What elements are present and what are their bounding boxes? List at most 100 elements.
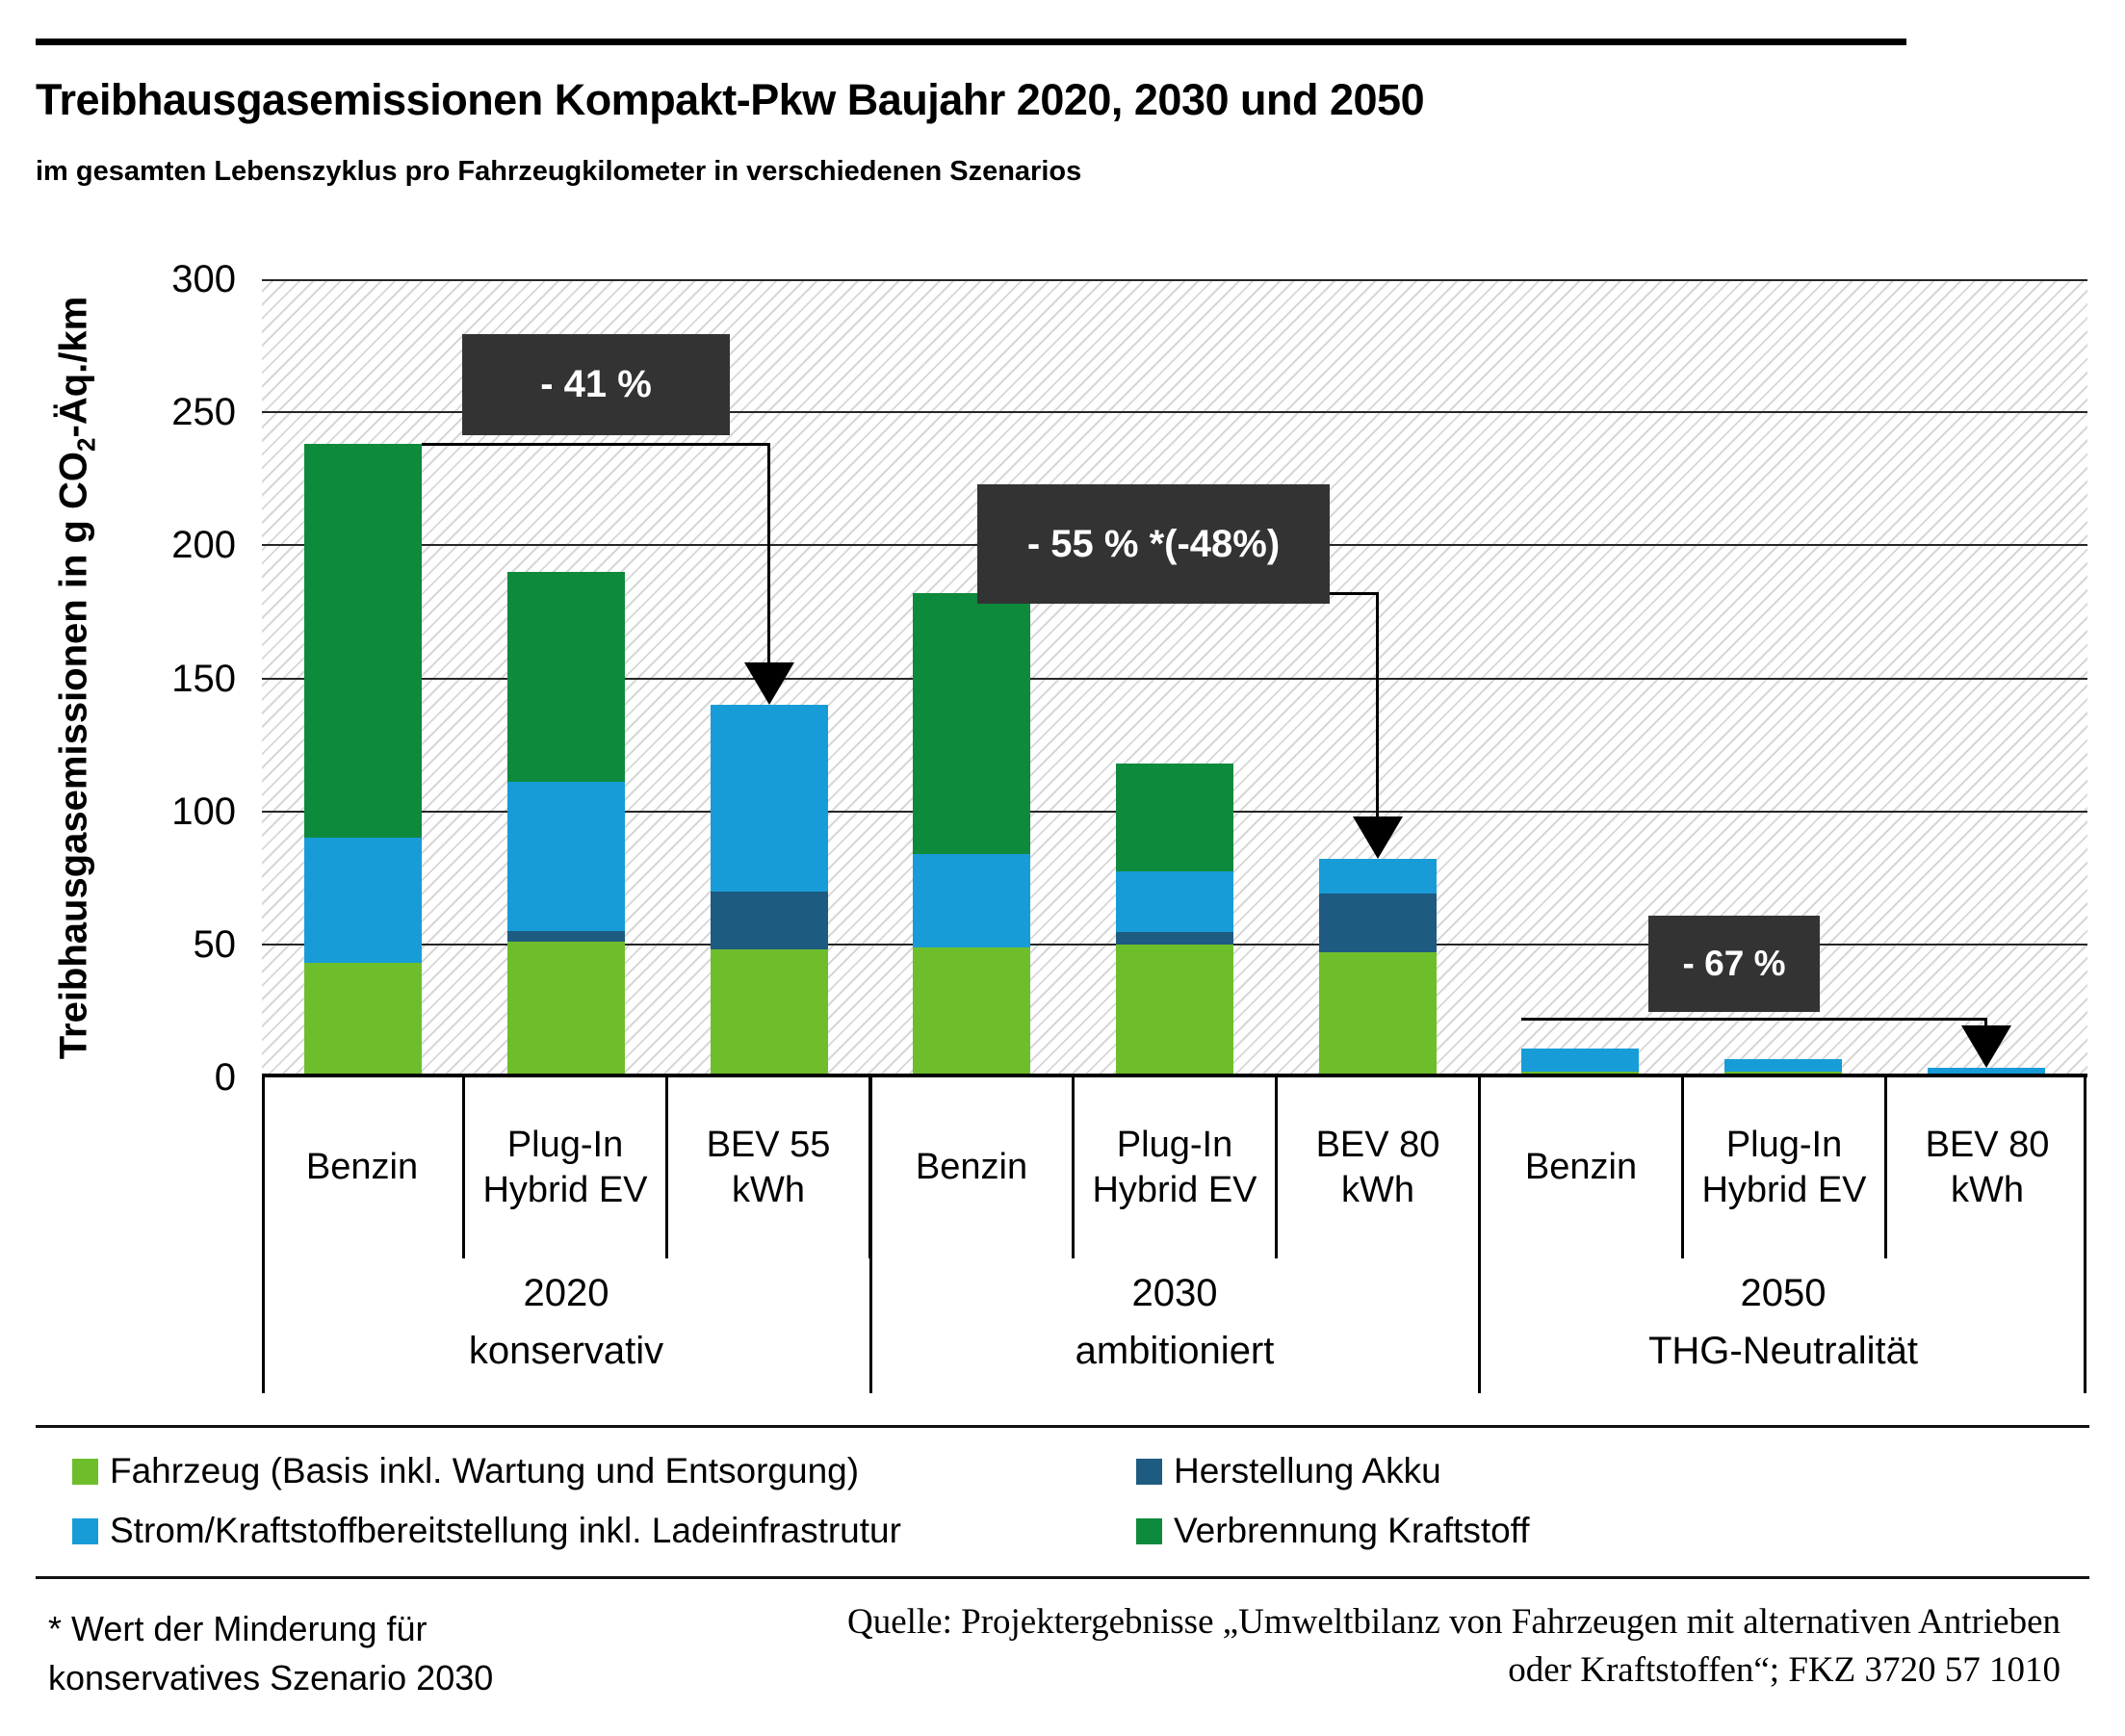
bar-segment-verbrennung [304,444,423,839]
annotation-box: - 55 % *(-48%) [977,484,1330,604]
category-label: BEV 80 kWh [1925,1124,2050,1211]
page-subtitle: im gesamten Lebenszyklus pro Fahrzeugkil… [36,156,1082,187]
arrow-down-icon [1352,816,1403,860]
legend-item: Verbrennung Kraftstoff [1136,1511,2089,1551]
source-line-2: oder Kraftstoffen“; FKZ 3720 57 1010 [1508,1649,2060,1690]
bar-segment-herstellung [710,891,828,950]
y-axis-title: Treibhausgasemissionen in g CO2-Äq./km [53,297,102,1059]
category-label-cell: Benzin [262,1077,465,1258]
bar-segment-stromkraftstoffbereitstellung [507,782,625,932]
group-axis-row: 2020 konservativ 2030 ambitioniert 2050 THG-N… [262,1258,2087,1393]
category-label: Plug-In Hybrid EV [482,1124,648,1211]
group-label-cell: 2020 konservativ [262,1258,870,1393]
annotation-connector-line [767,442,771,665]
legend-label: Strom/Kraftstoffbereitstellung inkl. Lad… [110,1511,901,1550]
bar-segment-fahrzeug [913,946,1031,1077]
bar-segment-stromkraftstoffbereitstellung [710,705,828,892]
group-scenario-label: konservativ [468,1330,664,1372]
stacked-bar [710,279,828,1077]
legend-item: Strom/Kraftstoffbereitstellung inkl. Lad… [72,1511,1136,1551]
group-boundary-line [868,1077,872,1393]
annotation-connector-line [1984,1017,1988,1028]
footnote: * Wert der Minderung für konservatives S… [48,1604,493,1702]
footnote-line-1: * Wert der Minderung für [48,1609,428,1648]
y-tick-label: 0 [214,1056,236,1099]
group-year-label: 2050 [1740,1272,1827,1314]
group-boundary-line [1477,1077,1481,1393]
y-axis-title-prefix: Treibhausgasemissionen in g CO [52,451,95,1060]
bar-segment-fahrzeug [1318,952,1437,1077]
category-label-cell: BEV 80 kWh [1887,1077,2087,1258]
group-boundary-line [262,1077,265,1393]
legend-item: Fahrzeug (Basis inkl. Wartung und Entsor… [72,1451,1136,1491]
stacked-bar [507,279,625,1077]
stacked-bar [304,279,423,1077]
y-tick-label: 100 [171,790,236,833]
group-scenario-label: ambitioniert [1075,1330,1275,1372]
bar-segment-verbrennung [913,593,1031,854]
category-label-cell: Plug-In Hybrid EV [1075,1077,1278,1258]
category-label-cell: Plug-In Hybrid EV [1684,1077,1887,1258]
y-axis-title-sub: 2 [71,437,101,452]
annotation-connector-line [1376,591,1380,819]
arrow-down-icon [1960,1025,2011,1069]
legend-swatch [72,1517,98,1544]
category-label: Benzin [915,1147,1028,1188]
top-rule [36,39,1906,45]
stacked-bar [1927,279,2045,1077]
source-line-1: Quelle: Projektergebnisse „Umweltbilanz … [846,1602,2060,1642]
bar-segment-stromkraftstoffbereitstellung [1724,1058,1842,1073]
y-tick-label: 250 [171,391,236,434]
bar-segment-fahrzeug [710,949,828,1077]
bar-segment-herstellung [1116,932,1233,945]
stacked-bar [1521,279,1640,1077]
bar-segment-fahrzeug [507,942,625,1077]
category-axis-row: Benzin Plug-In Hybrid EV BEV 55 kWh Benzin Plu… [262,1077,2087,1258]
annotation-connector-line [422,442,771,446]
category-label: BEV 80 kWh [1315,1124,1440,1211]
legend-item: Herstellung Akku [1136,1451,2089,1491]
category-label-cell: Plug-In Hybrid EV [465,1077,668,1258]
legend-top-divider [36,1425,2089,1428]
group-label-cell: 2050 THG-Neutralität [1479,1258,2087,1393]
category-label: Plug-In Hybrid EV [1701,1124,1867,1211]
plot-area [262,279,2087,1077]
y-axis-title-suffix: -Äq./km [52,296,95,438]
bar-segment-stromkraftstoffbereitstellung [1318,859,1437,894]
y-tick-label: 200 [171,524,236,567]
legend: Fahrzeug (Basis inkl. Wartung und Entsor… [72,1441,2089,1568]
category-label-cell: BEV 80 kWh [1278,1077,1481,1258]
bar-segment-fahrzeug [304,963,423,1077]
category-label-cell: Benzin [871,1077,1075,1258]
stacked-bar [913,279,1031,1077]
legend-swatch [1136,1517,1162,1544]
stacked-bar [1116,279,1233,1077]
footnote-line-2: konservatives Szenario 2030 [48,1658,494,1698]
legend-swatch [72,1458,98,1485]
bar-segment-herstellung [507,931,625,943]
annotation-box: - 41 % [462,334,730,435]
bar-segment-stromkraftstoffbereitstellung [1116,870,1233,933]
category-label: Plug-In Hybrid EV [1092,1124,1257,1211]
page-title: Treibhausgasemissionen Kompakt-Pkw Bauja… [36,75,1425,124]
bar-segment-verbrennung [507,571,625,783]
stacked-bar [1318,279,1437,1077]
y-tick-label: 50 [193,922,237,966]
group-year-label: 2020 [523,1272,609,1314]
group-scenario-label: THG-Neutralität [1647,1330,1919,1372]
legend-label: Herstellung Akku [1174,1451,1441,1490]
y-tick-label: 300 [171,258,236,300]
annotation-connector-line [1521,1017,1988,1021]
legend-swatch [1136,1458,1162,1485]
category-label-cell: BEV 55 kWh [668,1077,871,1258]
annotation-box: - 67 % [1648,916,1820,1012]
category-label: Benzin [1524,1147,1638,1188]
bar-segment-stromkraftstoffbereitstellung [1521,1048,1640,1073]
group-boundary-line [2083,1077,2086,1393]
gridline [262,279,2087,281]
group-label-cell: 2030 ambitioniert [870,1258,1479,1393]
bar-segment-stromkraftstoffbereitstellung [304,838,423,964]
bar-segment-stromkraftstoffbereitstellung [913,853,1031,947]
group-year-label: 2030 [1131,1272,1218,1314]
legend-bottom-divider [36,1576,2089,1579]
